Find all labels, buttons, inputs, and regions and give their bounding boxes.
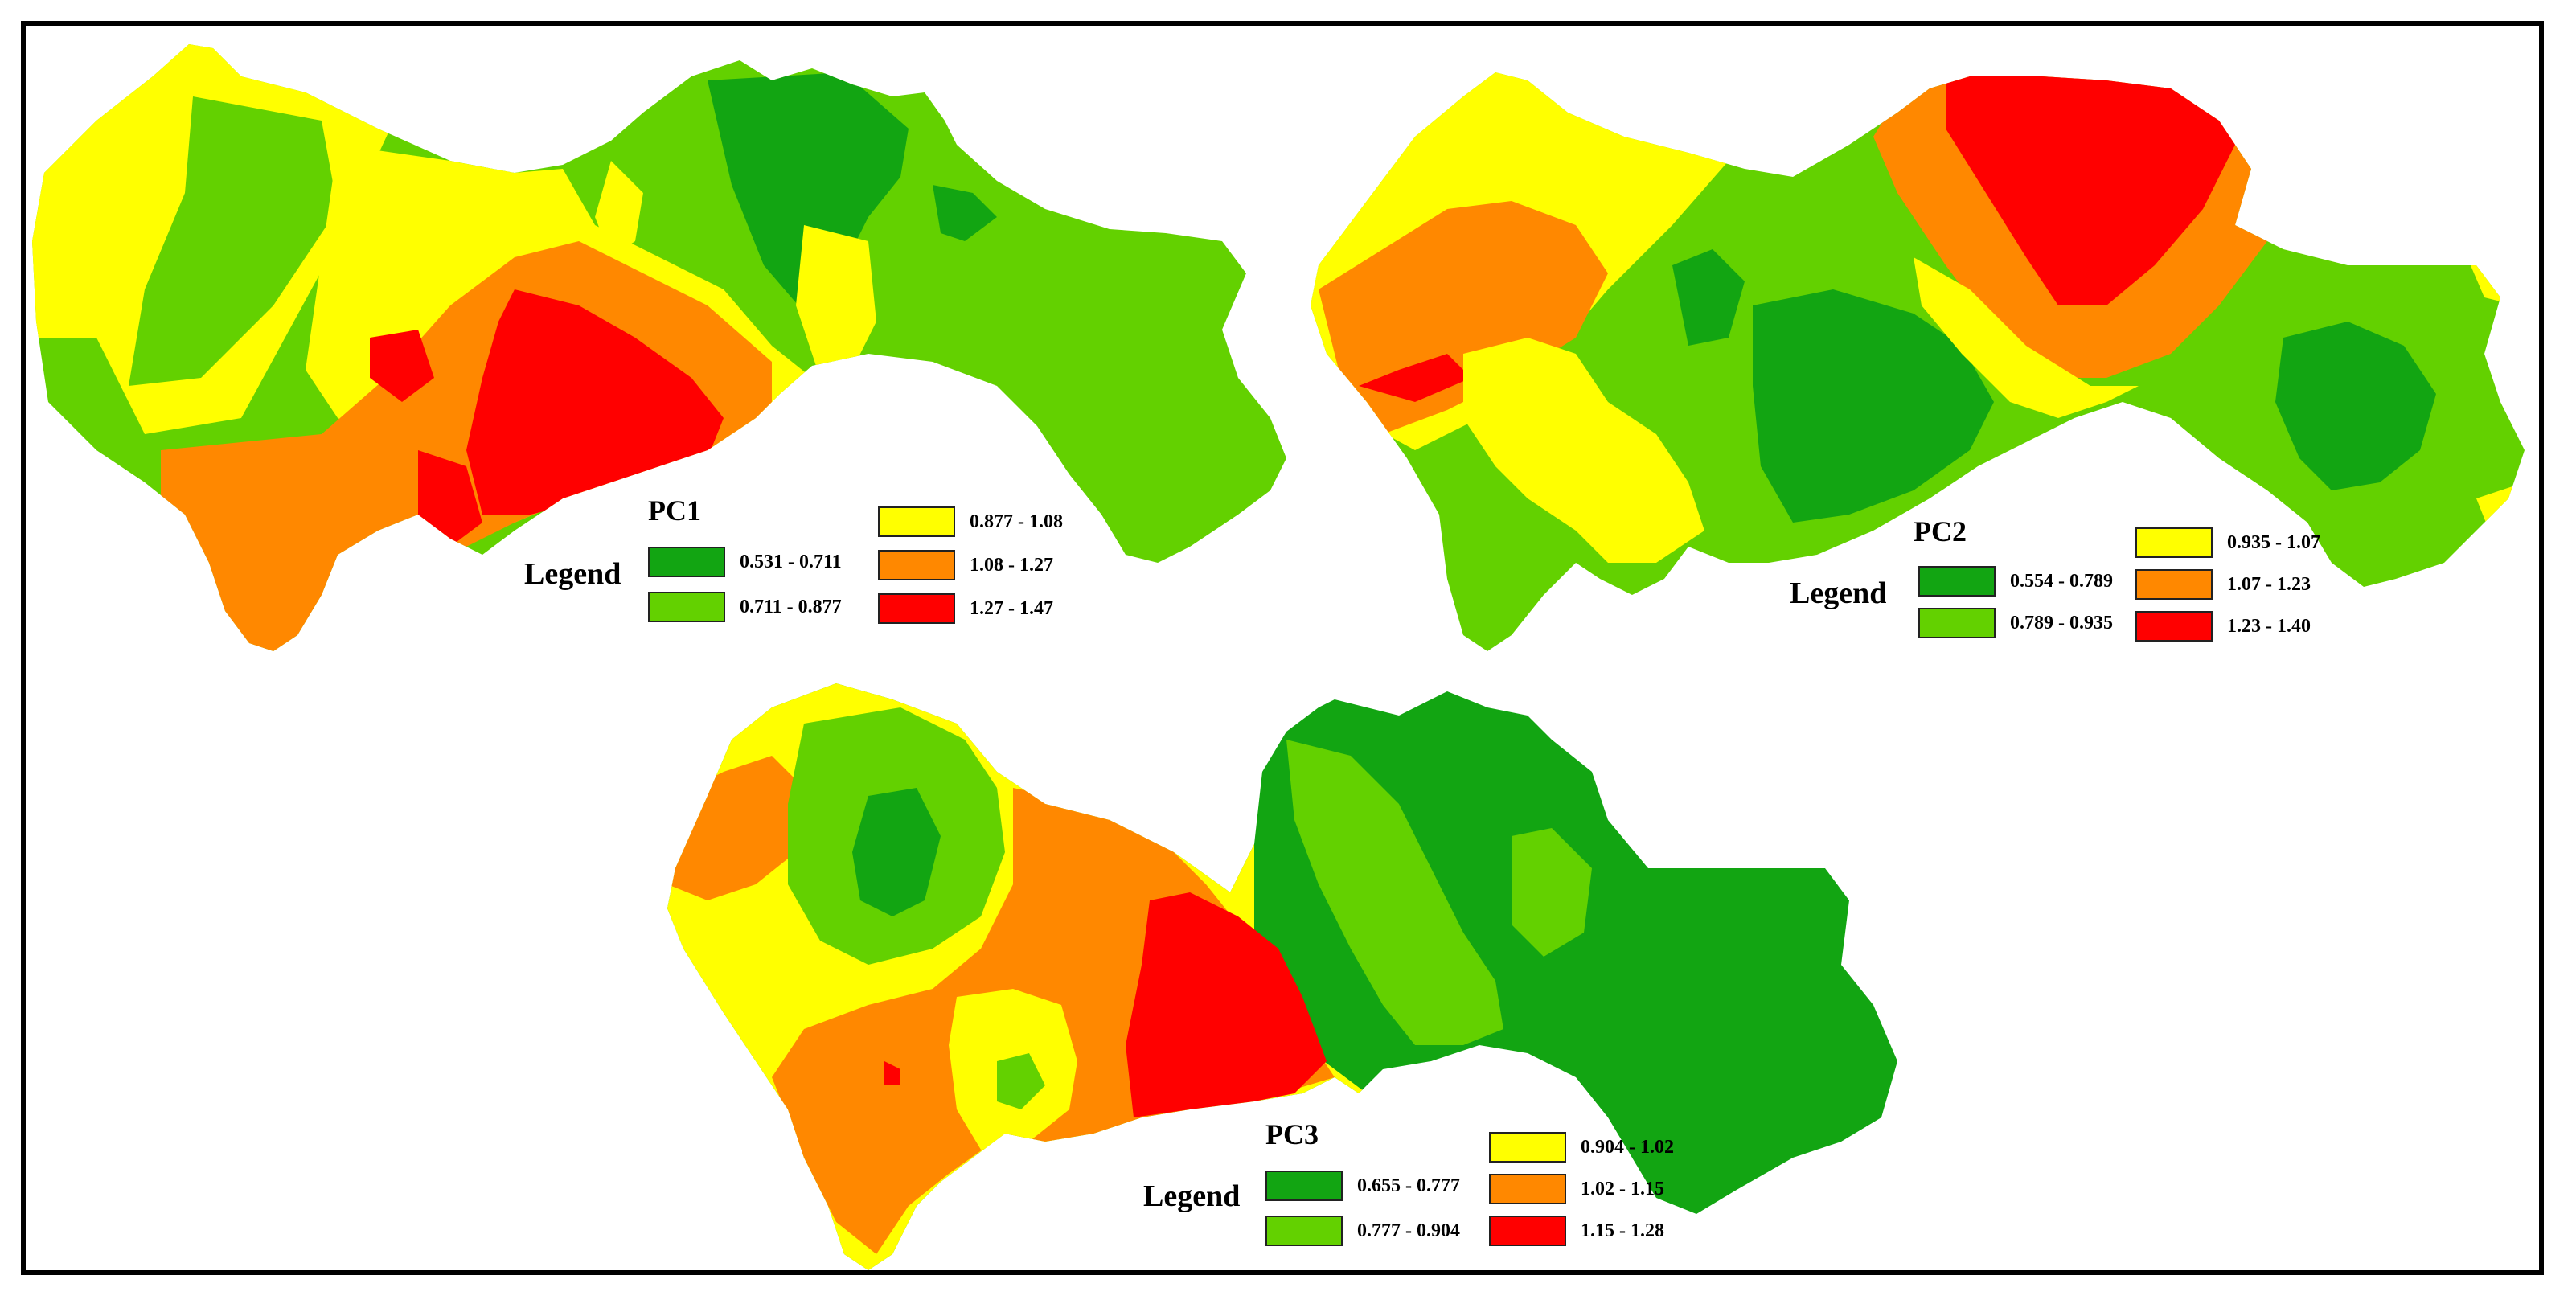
pc1-range-2: 0.711 - 0.877: [740, 596, 842, 617]
pc3-swatch-1: [1265, 1171, 1343, 1201]
pc2-swatch-5: [2135, 611, 2213, 642]
pc3-legend-item-4: 1.02 - 1.15: [1489, 1174, 1664, 1204]
pc2-swatch-2: [1918, 608, 1996, 638]
pc1-swatch-1: [648, 547, 725, 577]
pc2-legend-item-1: 0.554 - 0.789: [1918, 566, 2113, 597]
pc3-range-5: 1.15 - 1.28: [1581, 1220, 1664, 1241]
pc3-legend-item-2: 0.777 - 0.904: [1265, 1216, 1460, 1246]
pc1-swatch-2: [648, 592, 725, 622]
pc1-legend-item-1: 0.531 - 0.711: [648, 547, 842, 577]
pc3-swatch-3: [1489, 1132, 1566, 1163]
pc1-legend-item-4: 1.08 - 1.27: [878, 550, 1053, 580]
pc3-range-4: 1.02 - 1.15: [1581, 1178, 1664, 1199]
pc3-swatch-2: [1265, 1216, 1343, 1246]
pc3-range-2: 0.777 - 0.904: [1357, 1220, 1460, 1241]
pc2-swatch-1: [1918, 566, 1996, 597]
pc2-range-2: 0.789 - 0.935: [2010, 612, 2113, 634]
pc2-range-1: 0.554 - 0.789: [2010, 570, 2113, 592]
pc2-range-5: 1.23 - 1.40: [2227, 615, 2311, 637]
map-pc2: [1311, 72, 2525, 651]
pc2-legend-item-2: 0.789 - 0.935: [1918, 608, 2113, 638]
pc2-legend-item-3: 0.935 - 1.07: [2135, 527, 2320, 558]
pc1-legend-word: Legend: [524, 557, 621, 591]
pc1-swatch-4: [878, 550, 955, 580]
pc2-legend-word: Legend: [1790, 576, 1887, 610]
pc1-legend-item-5: 1.27 - 1.47: [878, 593, 1053, 624]
pc1-range-3: 0.877 - 1.08: [970, 511, 1063, 532]
pc1-range-5: 1.27 - 1.47: [970, 597, 1053, 619]
pc2-legend-item-5: 1.23 - 1.40: [2135, 611, 2311, 642]
pc2-range-3: 0.935 - 1.07: [2227, 531, 2320, 553]
pc3-legend-item-3: 0.904 - 1.02: [1489, 1132, 1674, 1163]
pc3-swatch-5: [1489, 1216, 1566, 1246]
pc1-legend-item-3: 0.877 - 1.08: [878, 506, 1063, 537]
pc1-swatch-5: [878, 593, 955, 624]
pc2-legend-title: PC2: [1914, 515, 1967, 547]
pc1-legend-item-2: 0.711 - 0.877: [648, 592, 842, 622]
pc2-swatch-3: [2135, 527, 2213, 558]
pc3-legend-item-1: 0.655 - 0.777: [1265, 1171, 1460, 1201]
pc1-legend-title: PC1: [648, 494, 701, 527]
pc3-range-3: 0.904 - 1.02: [1581, 1136, 1674, 1158]
pc1-swatch-3: [878, 506, 955, 537]
pc3-legend-item-5: 1.15 - 1.28: [1489, 1216, 1664, 1246]
pc2-range-4: 1.07 - 1.23: [2227, 573, 2311, 595]
pc1-range-4: 1.08 - 1.27: [970, 554, 1053, 576]
pc1-range-1: 0.531 - 0.711: [740, 551, 842, 572]
pc3-swatch-4: [1489, 1174, 1566, 1204]
pc3-legend-title: PC3: [1265, 1118, 1319, 1150]
pc2-legend-item-4: 1.07 - 1.23: [2135, 569, 2311, 600]
pc2-swatch-4: [2135, 569, 2213, 600]
pc3-range-1: 0.655 - 0.777: [1357, 1175, 1460, 1196]
pc3-legend-word: Legend: [1143, 1179, 1241, 1213]
